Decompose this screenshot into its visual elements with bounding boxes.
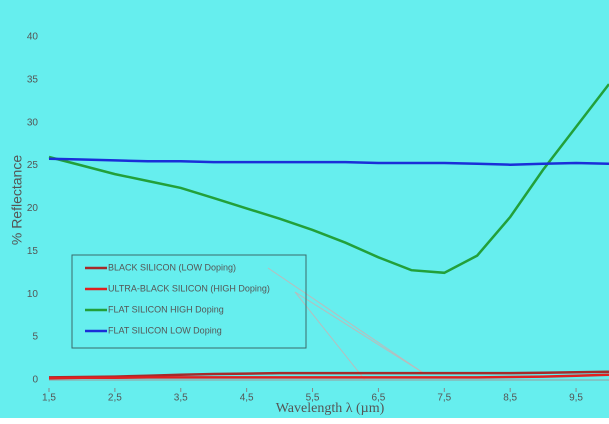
y-tick-label: 35 xyxy=(27,74,39,85)
y-tick-label: 40 xyxy=(27,32,39,43)
x-tick-label: 9,5 xyxy=(569,393,583,404)
y-tick-label: 30 xyxy=(27,117,39,128)
x-tick-label: 6,5 xyxy=(371,393,385,404)
y-axis-title: % Reflectance xyxy=(9,155,25,245)
y-tick-label: 0 xyxy=(32,375,38,386)
x-tick-label: 2,5 xyxy=(108,393,122,404)
x-tick-label: 3,5 xyxy=(174,393,188,404)
data-line xyxy=(48,157,609,166)
x-axis-title: Wavelength λ (µm) xyxy=(276,401,385,416)
x-tick-label: 4,5 xyxy=(240,393,254,404)
data-line xyxy=(48,373,609,380)
x-tick-label: 8,5 xyxy=(503,393,517,404)
y-tick-label: 10 xyxy=(27,289,39,300)
legend-label: FLAT SILICON HIGH Doping xyxy=(108,304,224,314)
y-tick-label: 20 xyxy=(27,203,39,214)
legend-label: ULTRA-BLACK SILICON (HIGH Doping) xyxy=(108,283,270,293)
legend-box xyxy=(71,254,307,349)
y-tick-label: 15 xyxy=(27,246,39,257)
x-tick-label: 5,5 xyxy=(306,393,320,404)
data-line xyxy=(48,83,609,275)
data-line xyxy=(48,370,609,379)
legend-label: BLACK SILICON (LOW Doping) xyxy=(108,262,236,272)
x-tick-label: 1,5 xyxy=(42,393,56,404)
legend-pointers xyxy=(267,267,426,381)
legend-label: FLAT SILICON LOW Doping xyxy=(108,325,222,335)
x-tick-label: 7,5 xyxy=(437,393,451,404)
y-tick-label: 25 xyxy=(27,160,39,171)
y-tick-label: 5 xyxy=(32,332,38,343)
